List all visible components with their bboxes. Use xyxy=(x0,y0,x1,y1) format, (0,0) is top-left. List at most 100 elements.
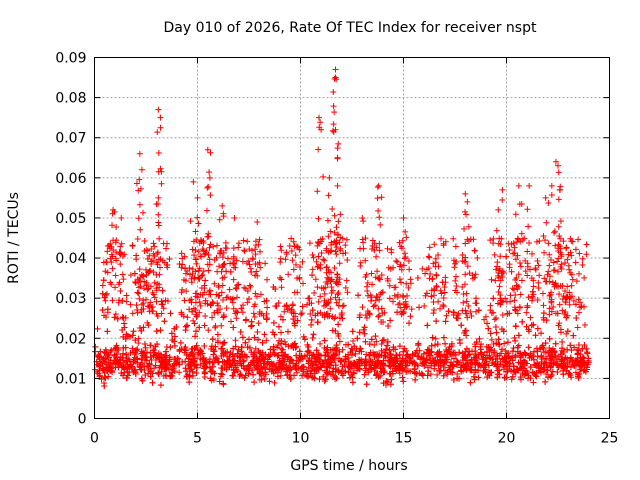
data-point xyxy=(343,277,350,284)
data-point xyxy=(182,270,189,277)
data-point xyxy=(468,313,475,320)
data-point xyxy=(321,257,328,264)
data-point xyxy=(127,301,134,308)
y-tick-label: 0.06 xyxy=(55,171,86,187)
data-point xyxy=(116,250,123,257)
data-point xyxy=(123,298,130,305)
x-tick-label: 0 xyxy=(90,431,99,447)
data-point xyxy=(471,247,478,254)
data-point xyxy=(532,332,539,339)
data-point xyxy=(155,211,162,218)
data-point xyxy=(306,240,313,247)
data-point xyxy=(435,298,442,305)
data-point xyxy=(488,309,495,316)
data-point xyxy=(421,303,428,310)
data-point xyxy=(133,302,140,309)
data-point xyxy=(415,340,422,347)
data-point xyxy=(201,343,208,350)
data-point xyxy=(563,244,570,251)
data-point xyxy=(568,282,575,289)
data-point xyxy=(372,333,379,340)
data-point xyxy=(136,150,143,157)
data-point xyxy=(387,317,394,324)
data-point xyxy=(546,251,553,258)
data-point xyxy=(575,236,582,243)
data-point xyxy=(310,331,317,338)
data-point xyxy=(231,214,238,221)
data-point xyxy=(350,338,357,345)
data-point xyxy=(292,252,299,259)
data-point xyxy=(526,182,533,189)
data-point xyxy=(460,299,467,306)
y-tick-label: 0 xyxy=(78,412,87,428)
data-point xyxy=(516,259,523,266)
x-tick-label: 15 xyxy=(395,431,413,447)
data-point xyxy=(324,217,331,224)
data-point xyxy=(499,186,506,193)
data-point xyxy=(204,146,211,153)
data-point xyxy=(155,222,162,229)
data-point xyxy=(230,276,237,283)
data-point xyxy=(546,305,553,312)
data-point xyxy=(361,324,368,331)
data-point xyxy=(254,218,261,225)
data-point xyxy=(237,328,244,335)
data-point xyxy=(359,304,366,311)
data-point xyxy=(336,260,343,267)
data-point xyxy=(261,331,268,338)
data-point xyxy=(464,198,471,205)
data-point xyxy=(360,245,367,252)
data-point xyxy=(230,245,237,252)
data-point xyxy=(493,227,500,234)
data-point xyxy=(298,311,305,318)
data-point xyxy=(482,313,489,320)
data-point xyxy=(560,371,567,378)
data-point xyxy=(424,322,431,329)
data-point xyxy=(334,145,341,152)
data-point xyxy=(433,318,440,325)
data-point xyxy=(216,250,223,257)
y-tick-label: 0.05 xyxy=(55,211,86,227)
data-point xyxy=(248,322,255,329)
data-point xyxy=(517,263,524,270)
data-point xyxy=(163,344,170,351)
data-point xyxy=(190,317,197,324)
data-point xyxy=(251,314,258,321)
data-point xyxy=(253,268,260,275)
data-point xyxy=(277,372,284,379)
data-point xyxy=(138,301,145,308)
data-point xyxy=(205,327,212,334)
data-point xyxy=(555,196,562,203)
data-point xyxy=(317,340,324,347)
data-point xyxy=(316,114,323,121)
data-point xyxy=(376,247,383,254)
data-point xyxy=(540,302,547,309)
data-point xyxy=(177,339,184,346)
data-point xyxy=(250,371,257,378)
data-point xyxy=(558,329,565,336)
data-point xyxy=(388,249,395,256)
data-point xyxy=(575,296,582,303)
data-point xyxy=(510,344,517,351)
data-point xyxy=(235,240,242,247)
data-point xyxy=(99,282,106,289)
data-point xyxy=(459,283,466,290)
data-point xyxy=(554,258,561,265)
data-point xyxy=(150,240,157,247)
data-point xyxy=(247,265,254,272)
y-tick-label: 0.03 xyxy=(55,291,86,307)
data-point xyxy=(363,381,370,388)
data-point xyxy=(135,339,142,346)
data-point xyxy=(312,276,319,283)
data-point xyxy=(473,308,480,315)
data-point xyxy=(497,253,504,260)
data-point xyxy=(396,300,403,307)
data-point xyxy=(484,320,491,327)
data-point xyxy=(467,308,474,315)
data-point xyxy=(182,327,189,334)
data-point xyxy=(476,335,483,342)
data-point xyxy=(315,215,322,222)
data-point xyxy=(488,276,495,283)
data-point xyxy=(299,310,306,317)
data-point xyxy=(355,292,362,299)
